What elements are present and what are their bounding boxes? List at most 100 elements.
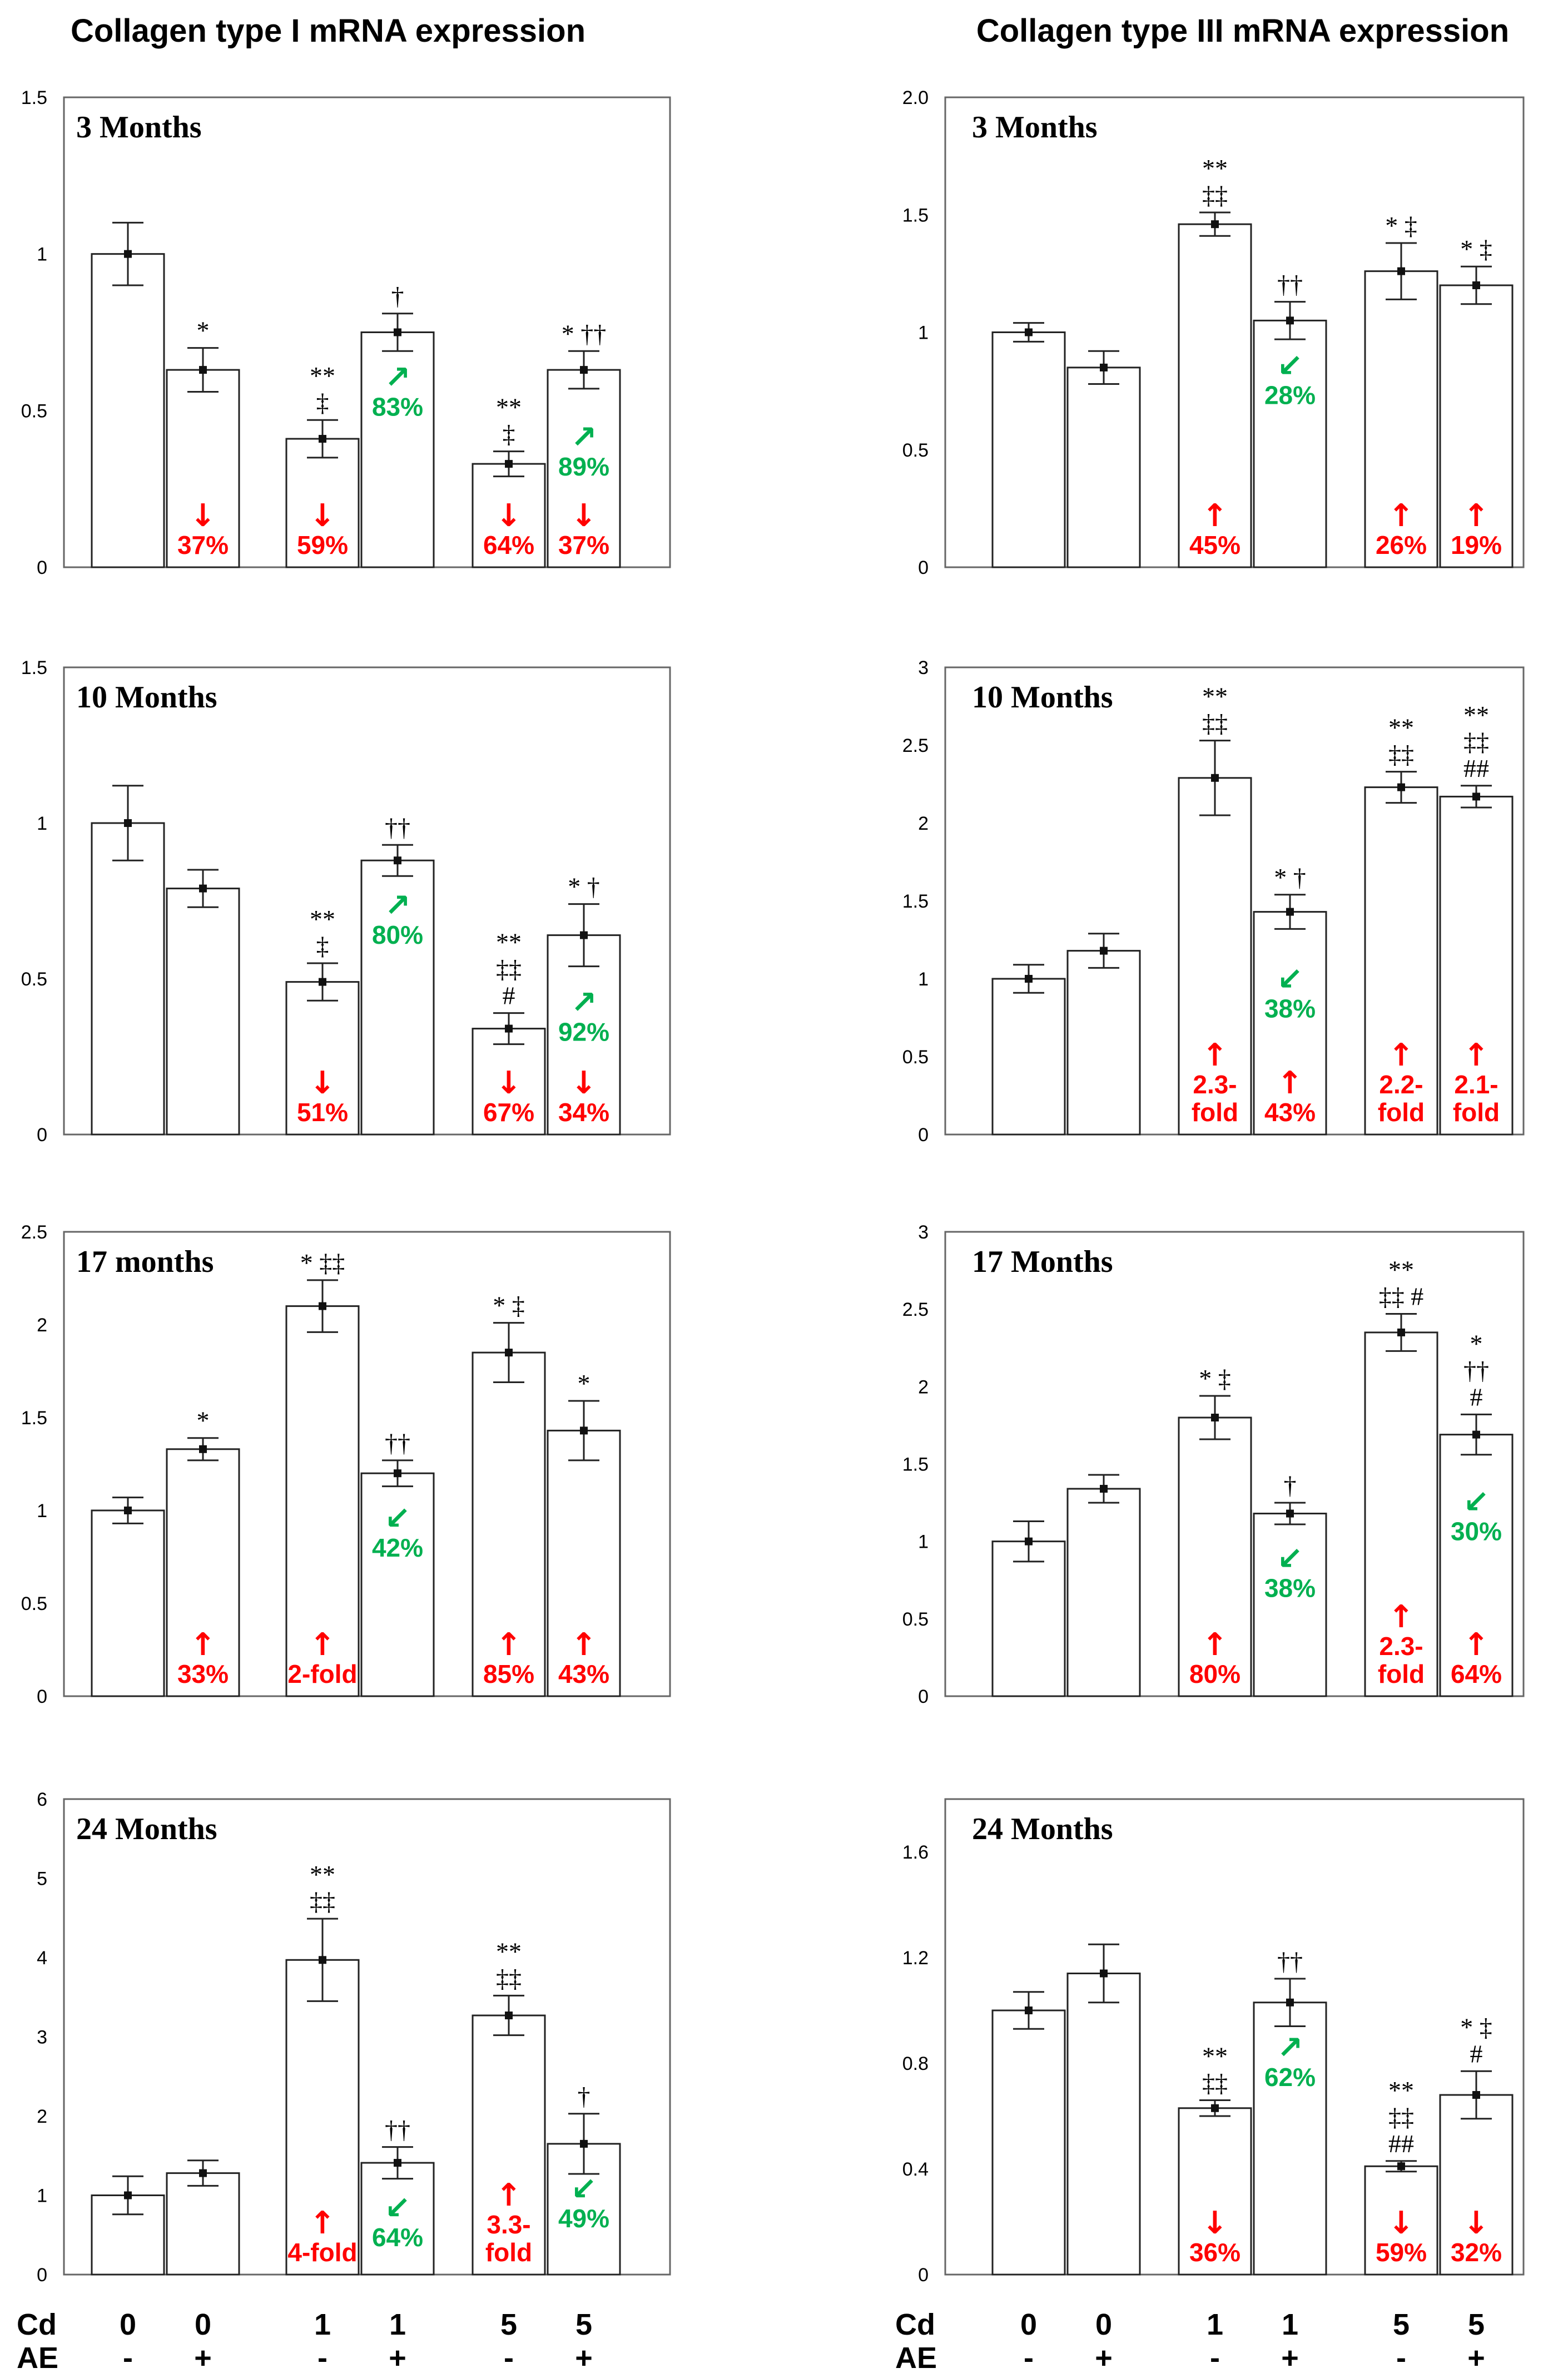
change-arrow-icon: ↗ — [385, 888, 411, 924]
significance-label: * ‡ — [1385, 211, 1417, 240]
change-arrow-icon: ↓ — [310, 498, 336, 534]
bar — [1178, 1416, 1252, 1697]
change-arrow-icon: ↑ — [1388, 1599, 1415, 1635]
bar — [991, 978, 1066, 1136]
significance-label: ** — [496, 1937, 522, 1965]
change-label: 26% — [1376, 531, 1427, 559]
mean-marker — [124, 2191, 132, 2199]
significance-label: ## — [1388, 2129, 1414, 2158]
change-label: 51% — [297, 1098, 348, 1127]
ae-treatment-label: + — [1467, 2341, 1485, 2373]
mean-marker — [1397, 2162, 1405, 2171]
column-title-collagen-i: Collagen type I mRNA expression — [71, 13, 585, 49]
change-arrow-icon: ↑ — [1463, 498, 1490, 534]
bar — [1439, 284, 1514, 568]
change-label: fold — [1453, 1098, 1500, 1127]
panel-title: 17 Months — [972, 1245, 1113, 1279]
significance-label: # — [503, 982, 515, 1010]
mean-marker — [199, 366, 207, 374]
change-label: 34% — [558, 1098, 609, 1127]
mean-marker — [580, 2139, 588, 2148]
cd-axis-label: Cd — [895, 2308, 935, 2341]
mean-marker — [1286, 908, 1294, 916]
bar — [1178, 777, 1252, 1136]
significance-label: ** — [1388, 2076, 1414, 2104]
bar — [1439, 795, 1514, 1136]
cd-axis-label: Cd — [17, 2308, 57, 2341]
mean-marker — [1100, 363, 1108, 371]
significance-label: ‡‡ — [496, 1964, 522, 1992]
y-tick-label: 1.5 — [21, 657, 47, 678]
bar — [1364, 270, 1438, 568]
change-label: 80% — [372, 920, 423, 949]
significance-label: †† — [385, 813, 410, 841]
cd-dose-label: 5 — [1468, 2308, 1485, 2341]
change-label: 92% — [558, 1018, 609, 1047]
y-tick-label: 1.6 — [902, 1842, 929, 1863]
change-label: 43% — [1264, 1098, 1316, 1127]
significance-label: * ‡ — [1199, 1364, 1231, 1393]
ae-treatment-label: + — [1281, 2341, 1299, 2373]
y-tick-label: 2.5 — [902, 735, 929, 756]
significance-label: * — [578, 1369, 591, 1398]
change-label: 85% — [483, 1659, 534, 1688]
significance-label: # — [1470, 2039, 1483, 2068]
change-label: 37% — [558, 531, 609, 559]
significance-label: * — [197, 316, 210, 345]
significance-label: ** — [496, 393, 522, 422]
bar — [1364, 2165, 1438, 2276]
change-arrow-icon: ↑ — [1463, 1627, 1490, 1663]
bar — [1364, 786, 1438, 1136]
bar — [285, 1305, 360, 1697]
y-tick-label: 1.5 — [21, 87, 47, 108]
mean-marker — [580, 931, 588, 939]
change-label: 38% — [1264, 994, 1316, 1023]
change-arrow-icon: ↓ — [571, 498, 597, 534]
ae-treatment-label: + — [389, 2341, 406, 2373]
ae-treatment-label: + — [194, 2341, 212, 2373]
significance-label: ## — [1463, 754, 1489, 782]
mean-marker — [1211, 774, 1219, 782]
y-tick-label: 0 — [37, 557, 47, 578]
y-tick-label: 2.5 — [902, 1299, 929, 1320]
mean-marker — [1397, 267, 1405, 275]
significance-label: † — [1284, 1471, 1297, 1499]
change-label: 59% — [1376, 2238, 1427, 2267]
change-arrow-icon: ↓ — [1388, 2205, 1415, 2241]
significance-label: †† — [1463, 1356, 1489, 1384]
mean-marker — [319, 978, 326, 986]
change-arrow-icon: ↓ — [1202, 2205, 1228, 2241]
mean-marker — [1100, 947, 1108, 955]
bar — [1253, 911, 1327, 1136]
chart-panels: 1.510.503 Months*↓37%**‡↓59%†↗83% **‡↓64%… — [21, 87, 1525, 2286]
change-label: 33% — [177, 1659, 229, 1688]
mean-marker — [1472, 1430, 1480, 1439]
mean-marker — [505, 460, 513, 468]
mean-marker — [199, 1445, 207, 1453]
mean-marker — [580, 366, 588, 374]
mean-marker — [199, 2169, 207, 2177]
y-tick-label: 2.0 — [902, 87, 929, 108]
mean-marker — [1025, 2007, 1033, 2014]
significance-label: †† — [385, 1429, 410, 1457]
change-label: 67% — [483, 1098, 534, 1127]
bar — [991, 331, 1066, 568]
change-arrow-icon: ↗ — [571, 985, 597, 1021]
change-label: 2.2- — [1379, 1070, 1423, 1099]
ae-treatment-label: - — [1024, 2341, 1034, 2373]
change-label: 59% — [297, 531, 348, 559]
change-arrow-icon: ↑ — [1202, 1627, 1228, 1663]
change-label: 64% — [372, 2223, 423, 2252]
bar — [1439, 1434, 1514, 1697]
y-tick-label: 0 — [918, 557, 929, 578]
bar — [472, 1351, 546, 1697]
significance-label: * † — [568, 873, 600, 901]
y-tick-label: 2.5 — [21, 1222, 47, 1243]
y-tick-label: 1 — [37, 244, 47, 265]
change-label: 49% — [558, 2204, 609, 2233]
change-label: 64% — [483, 531, 534, 559]
mean-marker — [1211, 2104, 1219, 2112]
panel-title: 3 Months — [972, 110, 1098, 145]
